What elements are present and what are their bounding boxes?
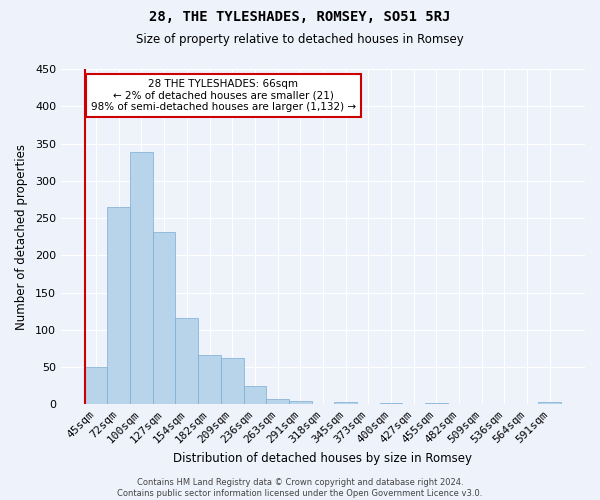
Bar	[153, 232, 175, 404]
Text: 28 THE TYLESHADES: 66sqm
← 2% of detached houses are smaller (21)
98% of semi-de: 28 THE TYLESHADES: 66sqm ← 2% of detache…	[91, 79, 356, 112]
Bar	[175, 318, 198, 404]
Bar	[107, 207, 130, 404]
Bar	[85, 367, 107, 405]
X-axis label: Distribution of detached houses by size in Romsey: Distribution of detached houses by size …	[173, 452, 472, 465]
Bar	[538, 402, 561, 404]
Bar	[334, 402, 357, 404]
Text: Contains HM Land Registry data © Crown copyright and database right 2024.
Contai: Contains HM Land Registry data © Crown c…	[118, 478, 482, 498]
Bar	[266, 398, 289, 404]
Bar	[425, 403, 448, 404]
Y-axis label: Number of detached properties: Number of detached properties	[15, 144, 28, 330]
Bar	[130, 152, 153, 404]
Text: 28, THE TYLESHADES, ROMSEY, SO51 5RJ: 28, THE TYLESHADES, ROMSEY, SO51 5RJ	[149, 10, 451, 24]
Bar	[221, 358, 244, 405]
Bar	[244, 386, 266, 404]
Bar	[289, 401, 311, 404]
Text: Size of property relative to detached houses in Romsey: Size of property relative to detached ho…	[136, 32, 464, 46]
Bar	[380, 403, 403, 404]
Bar	[198, 356, 221, 405]
